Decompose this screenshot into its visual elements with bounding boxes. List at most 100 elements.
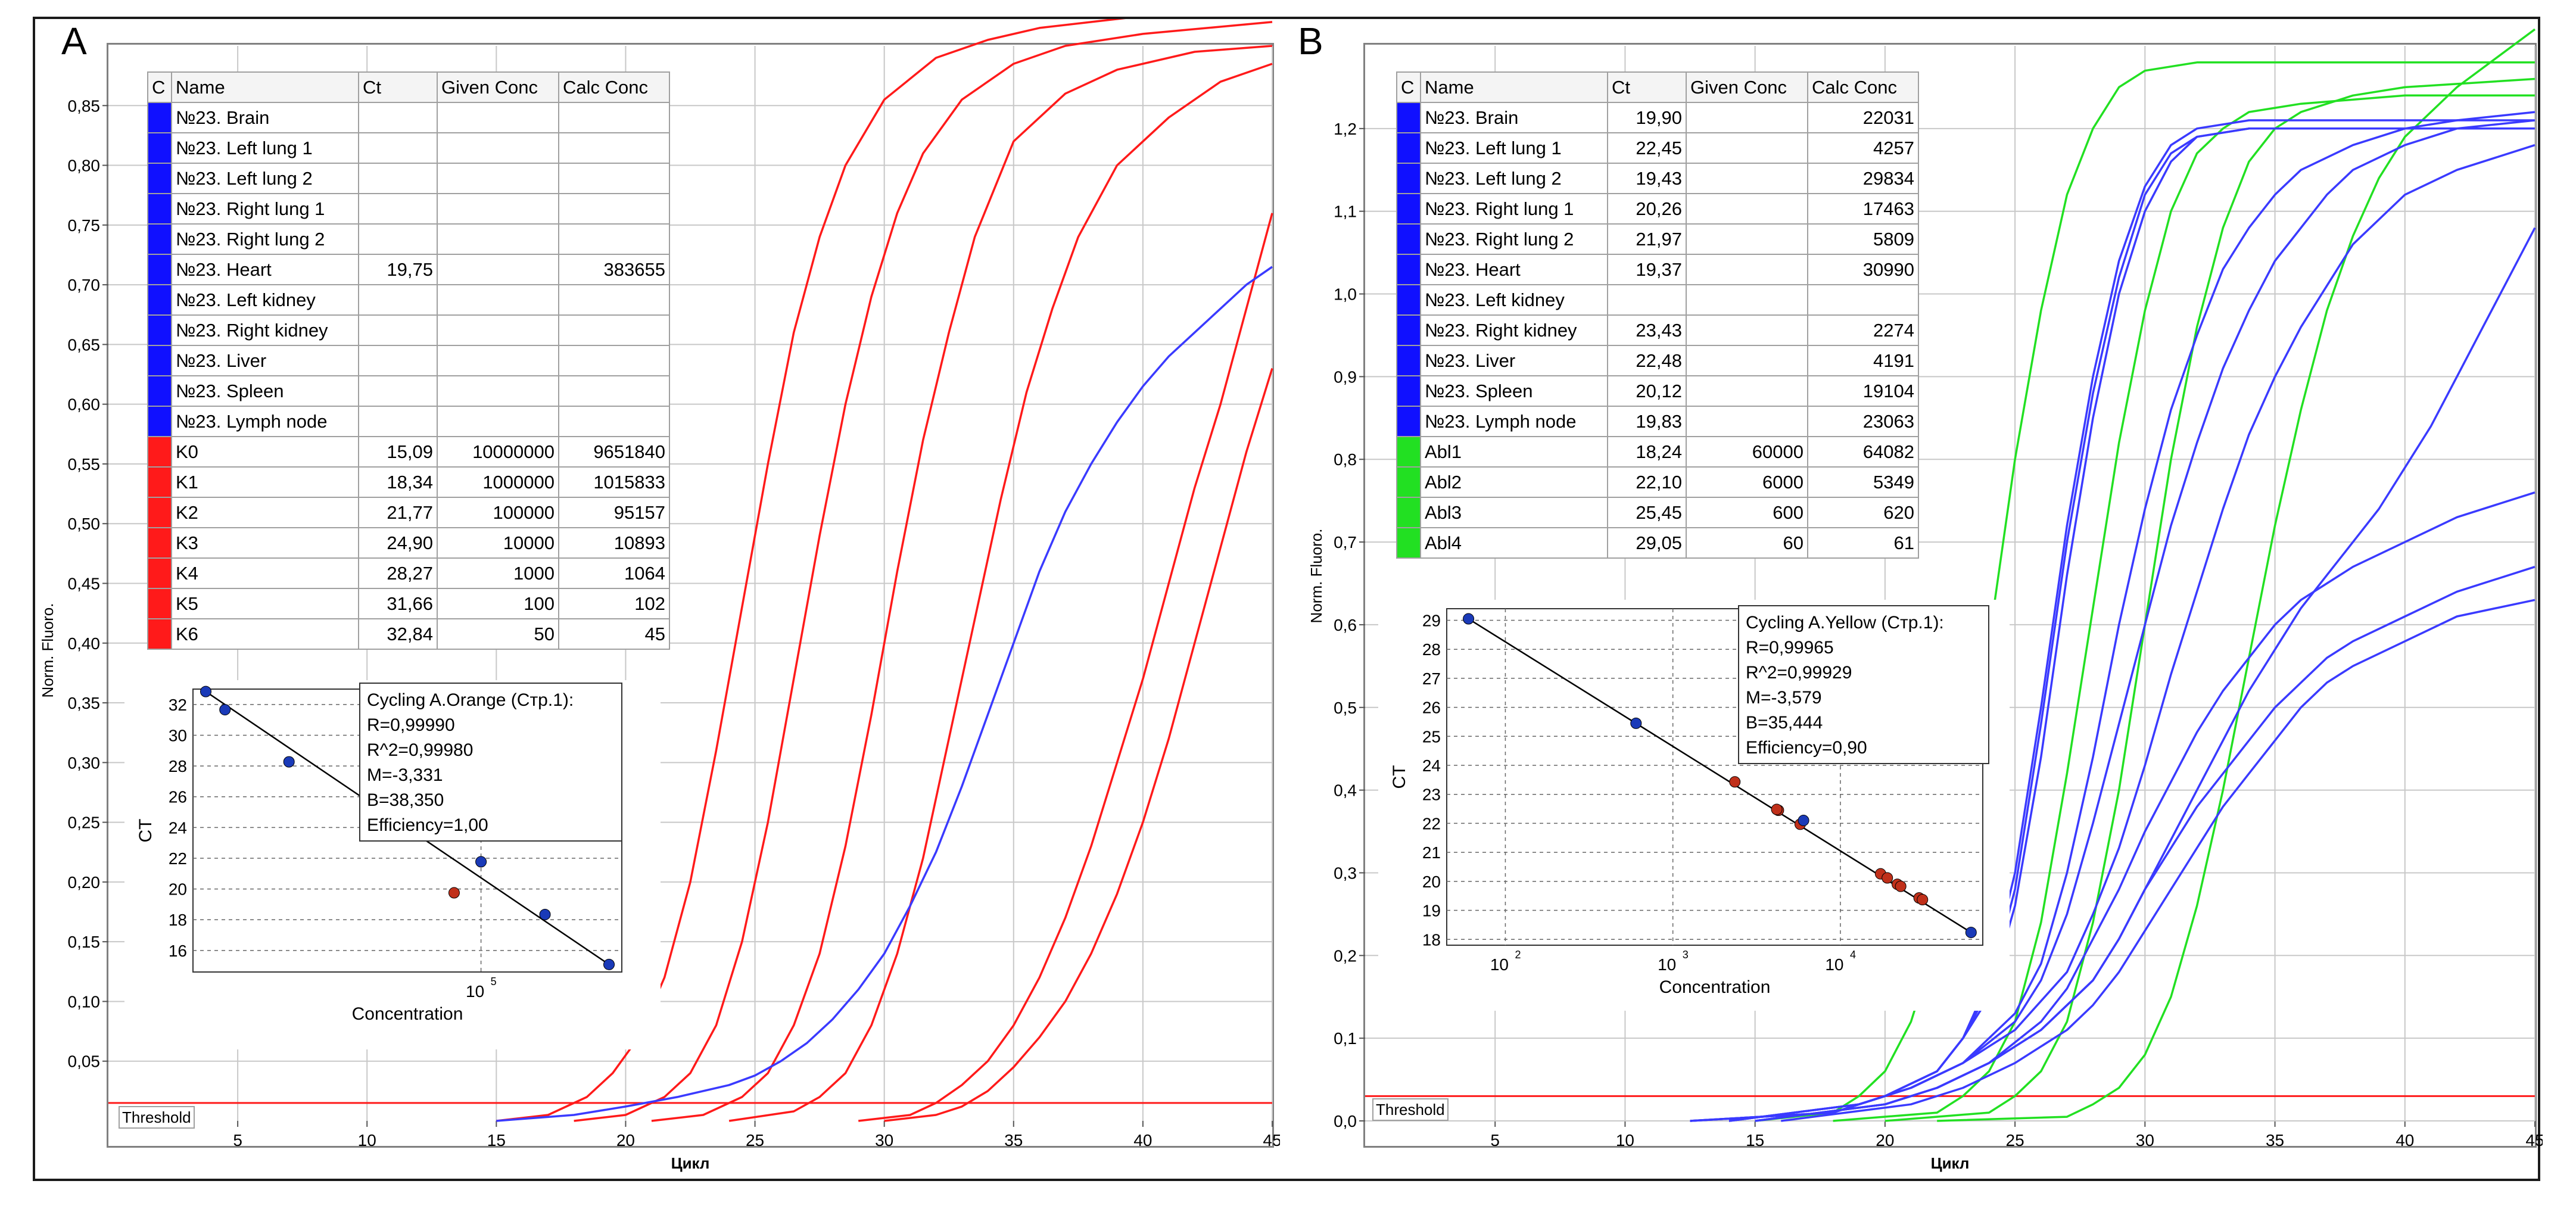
column-header-calc-conc[interactable]: Calc Conc — [1807, 71, 1919, 103]
table-row[interactable]: №23. Liver 22,48 4191 — [1396, 345, 1919, 376]
threshold-label-b: Threshold — [1372, 1098, 1449, 1121]
y-tick-label: 0,7 — [1334, 533, 1357, 552]
column-header-given-conc[interactable]: Given Conc — [1686, 71, 1808, 103]
table-row[interactable]: Abl2 22,10 6000 5349 — [1396, 466, 1919, 498]
table-row[interactable]: Abl3 25,45 600 620 — [1396, 497, 1919, 528]
cell-calc: 95157 — [558, 497, 670, 528]
series-line-blue — [1728, 119, 2535, 1122]
table-row[interactable]: K2 21,77 100000 95157 — [147, 497, 670, 528]
cell-calc: 620 — [1807, 497, 1919, 528]
cell-ct: 18,24 — [1607, 436, 1687, 468]
table-row[interactable]: №23. Right lung 2 — [147, 223, 670, 255]
cell-name: №23. Left lung 2 — [171, 163, 359, 194]
cell-ct: 29,05 — [1607, 527, 1687, 559]
column-header-calc-conc[interactable]: Calc Conc — [558, 71, 670, 103]
cell-name: Abl3 — [1420, 497, 1608, 528]
y-tick-label: 1,2 — [1334, 120, 1357, 138]
column-header-ct[interactable]: Ct — [358, 71, 438, 103]
figure-frame: 5 10 15 20 25 30 35 40 45 0,05 0,10 0,15 0,20 0,25 0,3… — [33, 17, 2543, 1181]
cell-given — [437, 132, 559, 164]
cell-ct: 15,09 — [358, 436, 438, 468]
column-header-c[interactable]: C — [1396, 71, 1421, 103]
inset-x-tick-label: 10 — [466, 982, 484, 1001]
y-tick-label: 1,1 — [1334, 202, 1357, 221]
y-tick-label: 0,05 — [68, 1052, 101, 1071]
y-tick-label: 0,35 — [68, 694, 101, 712]
table-row[interactable]: №23. Right kidney — [147, 314, 670, 346]
table-row[interactable]: K6 32,84 50 45 — [147, 618, 670, 650]
column-header-given-conc[interactable]: Given Conc — [437, 71, 559, 103]
table-row[interactable]: №23. Spleen — [147, 375, 670, 407]
cell-calc: 5349 — [1807, 466, 1919, 498]
cell-given — [1686, 375, 1808, 407]
table-row[interactable]: №23. Lymph node 19,83 23063 — [1396, 406, 1919, 437]
table-row[interactable]: K1 18,34 1000000 1015833 — [147, 466, 670, 498]
y-tick-label: 0,25 — [68, 814, 101, 832]
table-row[interactable]: №23. Left lung 2 — [147, 163, 670, 194]
cell-calc: 29834 — [1807, 163, 1919, 194]
cell-given: 60000 — [1686, 436, 1808, 468]
table-row[interactable]: №23. Heart 19,75 383655 — [147, 254, 670, 285]
standard-point — [283, 756, 295, 768]
cell-ct: 22,45 — [1607, 132, 1687, 164]
cell-ct: 23,43 — [1607, 314, 1687, 346]
column-header-c[interactable]: C — [147, 71, 172, 103]
table-row[interactable]: №23. Liver — [147, 345, 670, 376]
table-row[interactable]: K5 31,66 100 102 — [147, 588, 670, 619]
table-row[interactable]: №23. Left lung 1 22,45 4257 — [1396, 132, 1919, 164]
table-row[interactable]: №23. Right lung 2 21,97 5809 — [1396, 223, 1919, 255]
cell-calc: 61 — [1807, 527, 1919, 559]
table-row[interactable]: Abl1 18,24 60000 64082 — [1396, 436, 1919, 468]
table-row[interactable]: №23. Left lung 1 — [147, 132, 670, 164]
table-row[interactable]: №23. Left kidney — [1396, 284, 1919, 316]
table-row[interactable]: №23. Brain — [147, 102, 670, 133]
table-row[interactable]: K0 15,09 10000000 9651840 — [147, 436, 670, 468]
y-tick-label: 0,70 — [68, 276, 101, 294]
table-row[interactable]: №23. Right lung 1 20,26 17463 — [1396, 193, 1919, 225]
color-swatch — [147, 497, 172, 528]
table-row[interactable]: K4 28,27 1000 1064 — [147, 557, 670, 589]
table-row[interactable]: №23. Right lung 1 — [147, 193, 670, 225]
y-tick-label: 0,6 — [1334, 616, 1357, 634]
table-row[interactable]: №23. Left kidney — [147, 284, 670, 316]
table-row[interactable]: Abl4 29,05 60 61 — [1396, 527, 1919, 559]
cell-calc: 22031 — [1807, 102, 1919, 133]
x-tick-label: 25 — [2006, 1131, 2024, 1149]
table-row[interactable]: №23. Lymph node — [147, 406, 670, 437]
table-row[interactable]: K3 24,90 10000 10893 — [147, 527, 670, 559]
cell-name: №23. Spleen — [171, 375, 359, 407]
cell-calc: 4257 — [1807, 132, 1919, 164]
column-header-ct[interactable]: Ct — [1607, 71, 1687, 103]
table-row[interactable]: №23. Heart 19,37 30990 — [1396, 254, 1919, 285]
table-row[interactable]: №23. Spleen 20,12 19104 — [1396, 375, 1919, 407]
standard-point — [1630, 717, 1642, 729]
cell-ct — [358, 193, 438, 225]
column-header-name[interactable]: Name — [1420, 71, 1608, 103]
table-row[interactable]: №23. Left lung 2 19,43 29834 — [1396, 163, 1919, 194]
cell-name: Abl4 — [1420, 527, 1608, 559]
x-tick-label: 40 — [2396, 1131, 2414, 1149]
y-tick-label: 0,55 — [68, 455, 101, 473]
sample-point — [1729, 776, 1741, 788]
cell-calc — [558, 406, 670, 437]
results-table-a: C Name Ct Given Conc Calc Conc №23. Brain №23.… — [147, 71, 670, 650]
cell-ct: 21,77 — [358, 497, 438, 528]
table-row[interactable]: №23. Brain 19,90 22031 — [1396, 102, 1919, 133]
cell-given — [1686, 193, 1808, 225]
color-swatch — [1396, 406, 1421, 437]
inset-y-axis-label: CT — [136, 819, 155, 843]
cell-ct: 21,97 — [1607, 223, 1687, 255]
cell-ct: 25,45 — [1607, 497, 1687, 528]
cell-given: 60 — [1686, 527, 1808, 559]
column-header-name[interactable]: Name — [171, 71, 359, 103]
table-row[interactable]: №23. Right kidney 23,43 2274 — [1396, 314, 1919, 346]
cell-name: №23. Brain — [1420, 102, 1608, 133]
cell-given: 1000 — [437, 557, 559, 589]
y-tick-label: 0,9 — [1334, 367, 1357, 386]
color-swatch — [1396, 497, 1421, 528]
cell-given — [1686, 314, 1808, 346]
series-line-green — [1755, 61, 2535, 1122]
cell-calc: 19104 — [1807, 375, 1919, 407]
cell-given — [1686, 406, 1808, 437]
x-tick-label: 30 — [875, 1131, 893, 1149]
